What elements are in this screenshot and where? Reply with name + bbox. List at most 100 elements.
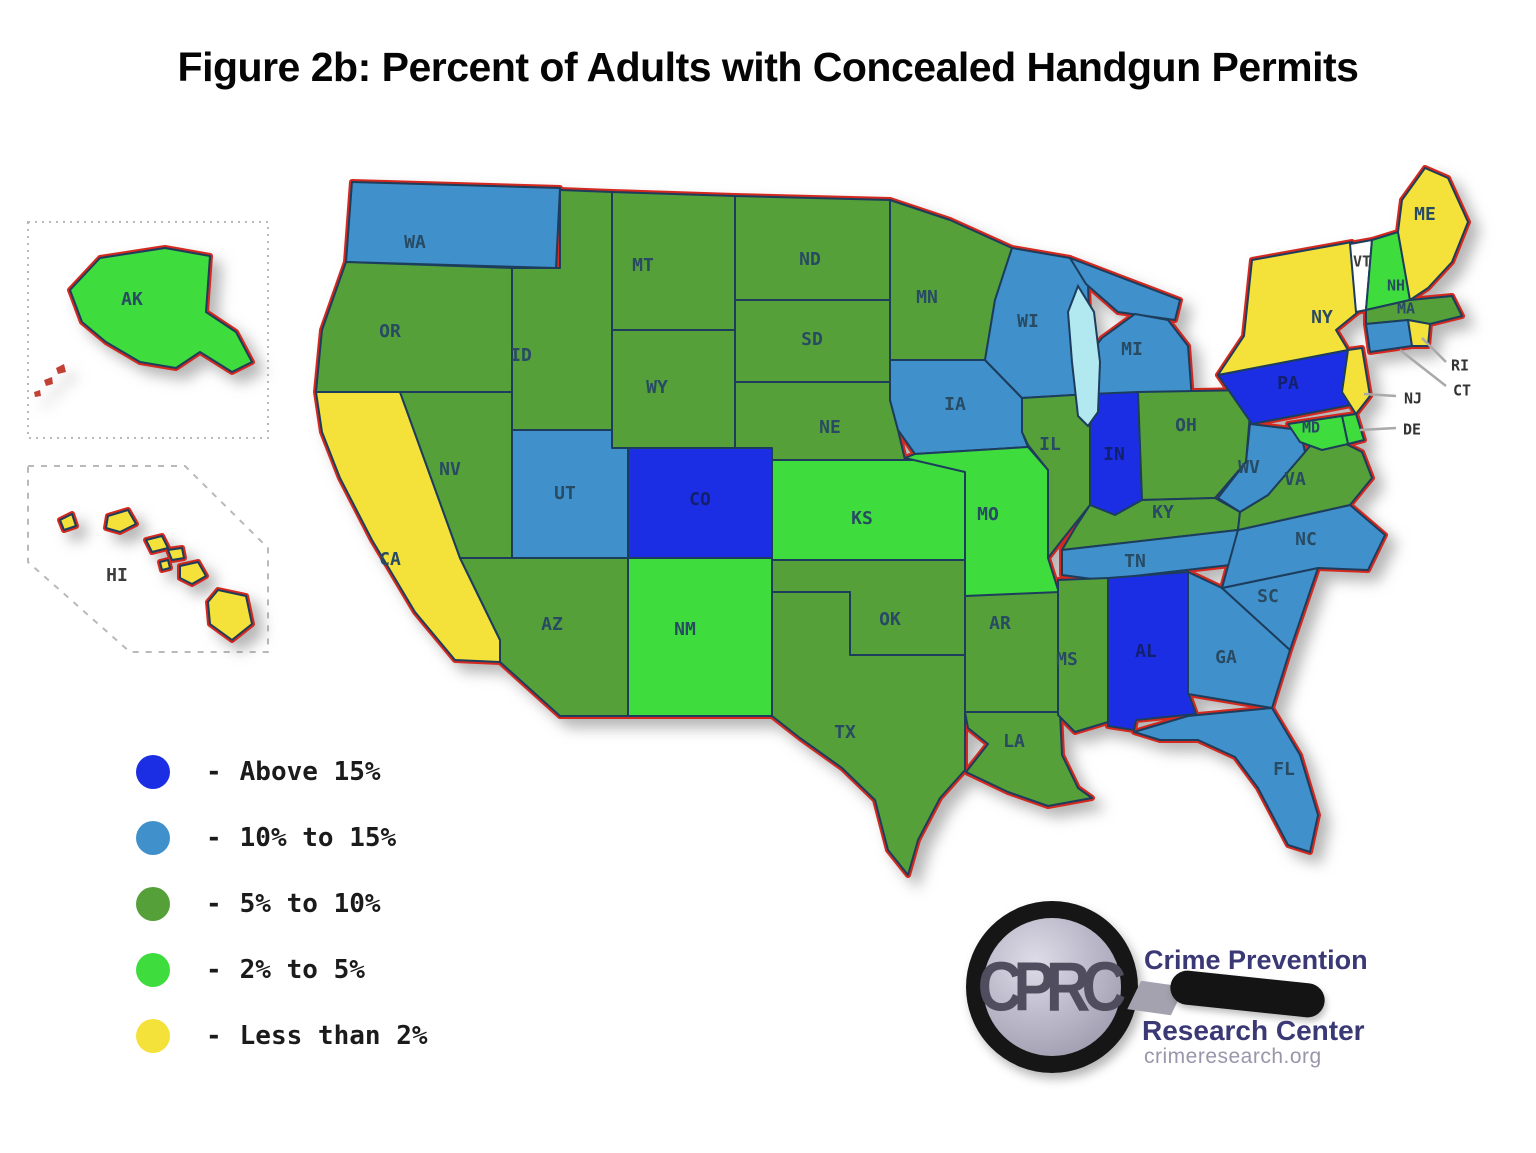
- state-label-tx: TX: [834, 722, 856, 743]
- state-me: [1397, 167, 1469, 301]
- state-label-mo: MO: [977, 504, 999, 525]
- state-label-ar: AR: [989, 613, 1011, 634]
- state-label-md: MD: [1302, 419, 1320, 437]
- state-label-nj: NJ: [1404, 390, 1422, 408]
- state-hi: [167, 547, 185, 561]
- state-label-ks: KS: [851, 508, 873, 529]
- alaska-inset-box: [27, 221, 269, 439]
- state-label-mi: MI: [1121, 339, 1143, 360]
- state-label-oh: OH: [1175, 415, 1197, 436]
- legend-dash: -: [206, 823, 222, 853]
- legend-item: -2% to 5%: [136, 937, 428, 1003]
- state-label-co: CO: [689, 489, 711, 510]
- state-label-ct: CT: [1453, 382, 1471, 400]
- state-label-me: ME: [1414, 204, 1436, 225]
- state-ga: [1187, 571, 1291, 709]
- lake-michigan: [1066, 283, 1102, 428]
- state-or: [315, 261, 513, 393]
- state-mt: [611, 191, 736, 331]
- aleutian-islands: [34, 390, 41, 397]
- legend-label: Above 15%: [239, 757, 381, 787]
- legend-dash: -: [206, 757, 222, 787]
- magnifier-handle: [1168, 968, 1327, 1020]
- leader-line-nj: [1363, 392, 1397, 398]
- legend-swatch-2-to-5-icon: [136, 953, 170, 987]
- state-label-nc: NC: [1295, 529, 1317, 550]
- state-label-la: LA: [1003, 731, 1025, 752]
- state-hi: [105, 509, 137, 533]
- state-hi: [159, 559, 171, 571]
- state-hi: [207, 589, 253, 641]
- state-ct: [1365, 319, 1413, 353]
- legend-item: - Less than 2%: [136, 1003, 428, 1069]
- state-labels: WA OR ID MT WY ND SD NE MN CA NV UT CO KS AZ NM OK TX IA MO…: [106, 204, 1471, 780]
- logo-org-line2: Research Center: [1142, 1015, 1365, 1046]
- state-fl: [1133, 707, 1319, 853]
- state-nj: [1341, 347, 1371, 415]
- state-label-wy: WY: [646, 377, 668, 398]
- state-label-ak: AK: [121, 289, 143, 310]
- state-tx: [771, 591, 966, 876]
- state-tn: [1061, 529, 1239, 581]
- state-label-nd: ND: [799, 249, 821, 270]
- legend-label: 5% to 10%: [239, 889, 381, 919]
- legend-label: 10% to 15%: [239, 823, 397, 853]
- state-label-or: OR: [379, 321, 401, 342]
- legend-dash: -: [206, 889, 222, 919]
- leader-line-ri: [1421, 337, 1447, 363]
- state-shapes: [34, 167, 1469, 876]
- state-hi: [59, 513, 77, 531]
- state-label-ut: UT: [554, 483, 576, 504]
- state-label-tn: TN: [1124, 551, 1146, 572]
- state-label-va: VA: [1284, 469, 1306, 490]
- state-nd: [734, 195, 891, 301]
- state-ms: [1057, 577, 1109, 733]
- state-wy: [611, 329, 736, 449]
- legend-swatch-5-to-10-icon: [136, 887, 170, 921]
- legend-label: Less than 2%: [239, 1021, 428, 1051]
- state-label-ok: OK: [879, 609, 901, 630]
- legend-swatch-above-15-icon: [136, 755, 170, 789]
- state-label-hi: HI: [106, 565, 128, 586]
- magnifier-icon: CPRC: [966, 901, 1138, 1073]
- state-label-id: ID: [510, 345, 532, 366]
- state-la: [964, 711, 1093, 807]
- state-hi: [145, 535, 169, 553]
- legend-swatch-10-to-15-icon: [136, 821, 170, 855]
- state-label-ky: KY: [1152, 502, 1174, 523]
- state-label-ma: MA: [1397, 300, 1415, 318]
- state-label-pa: PA: [1277, 373, 1299, 394]
- legend-item: -5% to 10%: [136, 871, 428, 937]
- logo-org-line1: Crime Prevention: [1144, 945, 1368, 975]
- legend-swatch-less-than-2-icon: [136, 1019, 170, 1053]
- state-md: [1287, 415, 1349, 451]
- cprc-logo: CPRC Crime Prevention Research Center cr…: [962, 893, 1372, 1103]
- state-label-ne: NE: [819, 417, 841, 438]
- cprc-monogram: CPRC: [977, 948, 1127, 1026]
- legend-item: -10% to 15%: [136, 805, 428, 871]
- state-label-ri: RI: [1451, 357, 1469, 375]
- state-label-mt: MT: [632, 255, 654, 276]
- state-label-az: AZ: [541, 614, 563, 635]
- state-label-wi: WI: [1017, 311, 1039, 332]
- state-ak: [69, 247, 253, 373]
- state-label-ny: NY: [1311, 307, 1333, 328]
- state-label-in: IN: [1103, 444, 1125, 465]
- state-nm: [627, 557, 773, 717]
- state-label-al: AL: [1135, 641, 1157, 662]
- aleutian-islands: [56, 364, 66, 374]
- aleutian-islands: [44, 377, 53, 386]
- state-label-fl: FL: [1273, 759, 1295, 780]
- legend-item: - Above 15%: [136, 739, 428, 805]
- state-hi: [179, 561, 207, 585]
- legend: - Above 15% -10% to 15% -5% to 10% -2% to…: [136, 739, 428, 1069]
- legend-label: 2% to 5%: [239, 955, 365, 985]
- state-label-sc: SC: [1257, 586, 1279, 607]
- logo-url: crimeresearch.org: [1144, 1045, 1322, 1068]
- state-label-vt: VT: [1353, 253, 1371, 271]
- leader-line-de: [1359, 426, 1397, 432]
- map-body: [34, 165, 1471, 878]
- state-label-wa: WA: [404, 232, 426, 253]
